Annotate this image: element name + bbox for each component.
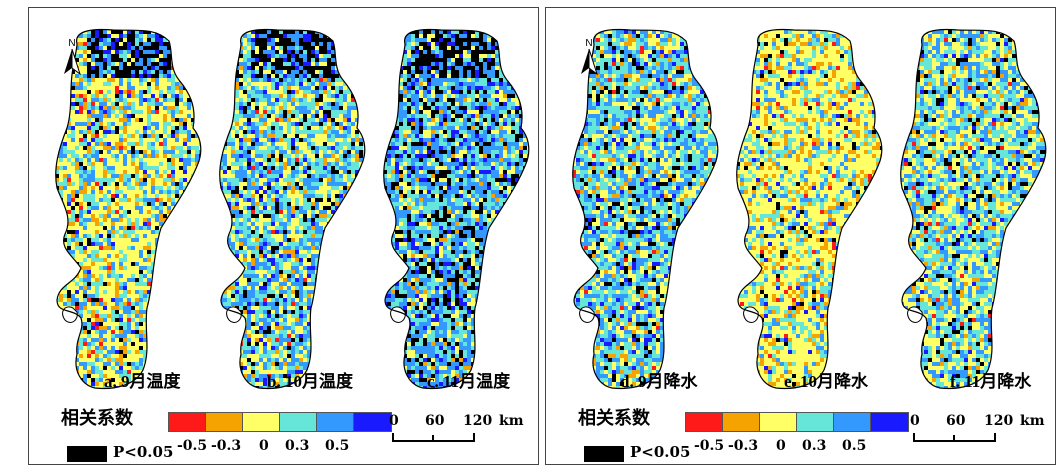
significance-label: P<0.05 bbox=[113, 443, 173, 461]
scale-bar: 0 60 120 km bbox=[389, 413, 549, 453]
ramp-class-3 bbox=[760, 413, 797, 431]
ramp-tick: -0.3 bbox=[211, 438, 241, 454]
significance-swatch bbox=[67, 446, 107, 462]
north-arrow: N bbox=[578, 36, 600, 84]
ramp-tick: 0.5 bbox=[842, 438, 866, 454]
precipitation-maps bbox=[572, 28, 1047, 390]
map-label-b: b. 10月温度 bbox=[267, 367, 353, 392]
ramp-class-2 bbox=[723, 413, 760, 431]
legend-title: 相关系数 bbox=[578, 404, 650, 430]
legend-title: 相关系数 bbox=[61, 404, 133, 430]
map-label-c: c. 11月温度 bbox=[427, 367, 510, 392]
study-area-map bbox=[736, 28, 883, 390]
scale-tick: 60 bbox=[425, 413, 444, 429]
scale-tick: 0 bbox=[910, 413, 920, 429]
scale-bar: 0 60 120 km bbox=[910, 413, 1062, 453]
scale-tick: 120 bbox=[984, 413, 1013, 429]
north-arrow: N bbox=[61, 36, 83, 84]
ramp-tick: 0 bbox=[259, 438, 269, 454]
color-ramp bbox=[685, 412, 909, 432]
ramp-class-5 bbox=[834, 413, 871, 431]
ramp-class-4 bbox=[797, 413, 834, 431]
color-ramp bbox=[168, 412, 392, 432]
ramp-tick: 0.3 bbox=[802, 438, 826, 454]
map-label-d: d. 9月降水 bbox=[620, 367, 697, 392]
study-area-map bbox=[900, 28, 1047, 390]
ramp-class-1 bbox=[686, 413, 723, 431]
ramp-class-3 bbox=[243, 413, 280, 431]
ramp-tick: 0.3 bbox=[285, 438, 309, 454]
map-label-f: f. 11月降水 bbox=[950, 367, 1031, 392]
map-label-e: e. 10月降水 bbox=[784, 367, 868, 392]
ramp-tick: 0 bbox=[776, 438, 786, 454]
study-area-map bbox=[383, 28, 530, 390]
significance-swatch bbox=[584, 446, 624, 462]
ramp-class-5 bbox=[317, 413, 354, 431]
scale-unit: km bbox=[499, 413, 524, 429]
map-label-a: a. 9月温度 bbox=[104, 367, 181, 392]
ramp-tick: 0.5 bbox=[325, 438, 349, 454]
scale-tick: 0 bbox=[389, 413, 399, 429]
ramp-tick: -0.3 bbox=[728, 438, 758, 454]
north-label: N bbox=[585, 38, 592, 49]
temperature-maps bbox=[55, 28, 530, 390]
temperature-panel: N a. 9月温度 b. 10月温度 c. 11月温度 相关系数 -0.5 -0… bbox=[28, 7, 539, 465]
scale-tick: 60 bbox=[946, 413, 965, 429]
study-area-map bbox=[219, 28, 366, 390]
precipitation-panel: N d. 9月降水 e. 10月降水 f. 11月降水 相关系数 -0.5 -0… bbox=[545, 7, 1056, 465]
north-label: N bbox=[68, 38, 75, 49]
ramp-class-1 bbox=[169, 413, 206, 431]
ramp-tick: -0.5 bbox=[694, 438, 724, 454]
significance-label: P<0.05 bbox=[630, 443, 690, 461]
ramp-class-4 bbox=[280, 413, 317, 431]
ramp-class-2 bbox=[206, 413, 243, 431]
ramp-class-6 bbox=[871, 413, 908, 431]
ramp-class-6 bbox=[354, 413, 391, 431]
ramp-tick: -0.5 bbox=[177, 438, 207, 454]
scale-unit: km bbox=[1020, 413, 1045, 429]
scale-tick: 120 bbox=[463, 413, 492, 429]
